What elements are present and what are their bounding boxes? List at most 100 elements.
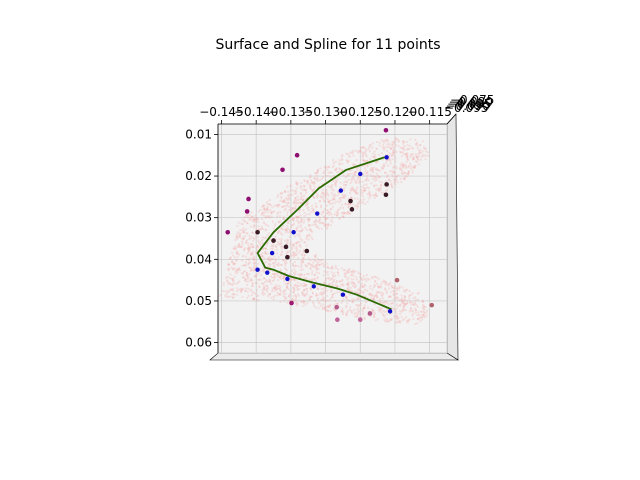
surface-point bbox=[252, 269, 255, 273]
surface-point bbox=[286, 204, 289, 207]
surface-point bbox=[379, 310, 382, 313]
surface-point bbox=[389, 295, 393, 298]
surface-point bbox=[244, 219, 247, 223]
surface-point bbox=[416, 146, 419, 150]
surface-point bbox=[264, 208, 267, 211]
surface-point bbox=[414, 160, 417, 163]
surface-point bbox=[275, 246, 278, 249]
surface-point bbox=[249, 277, 252, 280]
surface-point bbox=[304, 189, 307, 192]
surface-point bbox=[328, 304, 332, 307]
surface-point bbox=[283, 267, 286, 270]
surface-point bbox=[292, 243, 295, 246]
surface-point bbox=[312, 258, 315, 261]
surface-point bbox=[247, 276, 250, 279]
surface-point bbox=[275, 259, 278, 262]
surface-point bbox=[308, 176, 311, 179]
surface-point bbox=[299, 196, 302, 199]
surface-point bbox=[346, 283, 350, 286]
surface-point bbox=[304, 283, 307, 286]
surface-point bbox=[253, 298, 256, 301]
surface-point bbox=[382, 146, 386, 149]
surface-point bbox=[305, 287, 308, 290]
surface-point bbox=[320, 299, 323, 302]
surface-point bbox=[362, 278, 366, 281]
surface-point bbox=[365, 159, 368, 162]
surface-point bbox=[402, 140, 405, 143]
surface-point bbox=[295, 180, 298, 184]
surface-point bbox=[297, 198, 300, 201]
surface-point bbox=[262, 211, 265, 214]
surface-point bbox=[282, 294, 285, 298]
surface-point bbox=[302, 289, 305, 292]
surface-point bbox=[365, 177, 368, 181]
surface-point bbox=[393, 181, 396, 184]
surface-point bbox=[352, 282, 355, 285]
surface-point bbox=[395, 296, 398, 299]
surface-point bbox=[311, 230, 314, 233]
surface-point bbox=[303, 288, 306, 291]
x-tick-label: −0.120 bbox=[373, 105, 417, 119]
surface-point bbox=[306, 207, 309, 210]
surface-point bbox=[340, 159, 343, 162]
surface-point bbox=[277, 241, 280, 244]
surface-point bbox=[395, 314, 398, 317]
surface-point bbox=[331, 205, 335, 208]
surface-point bbox=[232, 268, 235, 271]
surface-point bbox=[420, 155, 423, 158]
surface-point bbox=[403, 171, 406, 174]
surface-point bbox=[383, 302, 386, 306]
surface-point bbox=[278, 238, 281, 241]
surface-point bbox=[323, 200, 326, 203]
surface-point bbox=[400, 298, 403, 301]
surface-point bbox=[260, 270, 263, 273]
surface-point bbox=[306, 235, 309, 238]
surface-point bbox=[334, 184, 337, 187]
surface-point bbox=[339, 168, 342, 171]
surface-point bbox=[294, 302, 298, 305]
surface-point bbox=[298, 211, 301, 214]
surface-point bbox=[291, 216, 294, 219]
surface-point bbox=[335, 302, 338, 305]
surface-point bbox=[319, 195, 322, 198]
surface-point bbox=[244, 241, 247, 245]
surface-point bbox=[277, 262, 280, 265]
surface-point bbox=[358, 272, 361, 275]
surface-point bbox=[233, 267, 236, 270]
surface-point bbox=[224, 290, 227, 293]
surface-point bbox=[334, 160, 337, 163]
surface-point bbox=[335, 279, 338, 282]
surface-point bbox=[313, 259, 317, 262]
surface-point bbox=[317, 301, 320, 304]
surface-point bbox=[289, 260, 292, 263]
surface-point bbox=[378, 299, 381, 302]
surface-point bbox=[389, 302, 392, 305]
surface-point bbox=[316, 195, 319, 198]
surface-point bbox=[346, 203, 349, 206]
surface-point bbox=[362, 285, 365, 288]
surface-point bbox=[261, 290, 265, 294]
surface-point bbox=[236, 289, 239, 293]
surface-point bbox=[284, 282, 287, 285]
y-tick-label: 0.03 bbox=[185, 211, 212, 225]
surface-point bbox=[357, 176, 360, 179]
surface-point bbox=[273, 276, 276, 279]
surface-point bbox=[315, 172, 318, 175]
surface-point bbox=[265, 200, 269, 203]
surface-point bbox=[323, 170, 326, 173]
surface-point bbox=[297, 225, 300, 228]
surface-point bbox=[254, 214, 257, 217]
surface-point bbox=[230, 283, 233, 286]
surface-point bbox=[365, 273, 368, 277]
surface-point bbox=[361, 153, 364, 156]
scatter-point bbox=[283, 244, 289, 250]
surface-point bbox=[405, 319, 408, 322]
surface-point bbox=[302, 198, 305, 201]
surface-point bbox=[411, 309, 414, 313]
surface-point bbox=[267, 258, 270, 261]
surface-point bbox=[303, 276, 306, 279]
surface-point bbox=[271, 247, 275, 250]
surface-point bbox=[302, 199, 305, 202]
surface-point bbox=[302, 261, 305, 264]
surface-point bbox=[346, 302, 349, 305]
